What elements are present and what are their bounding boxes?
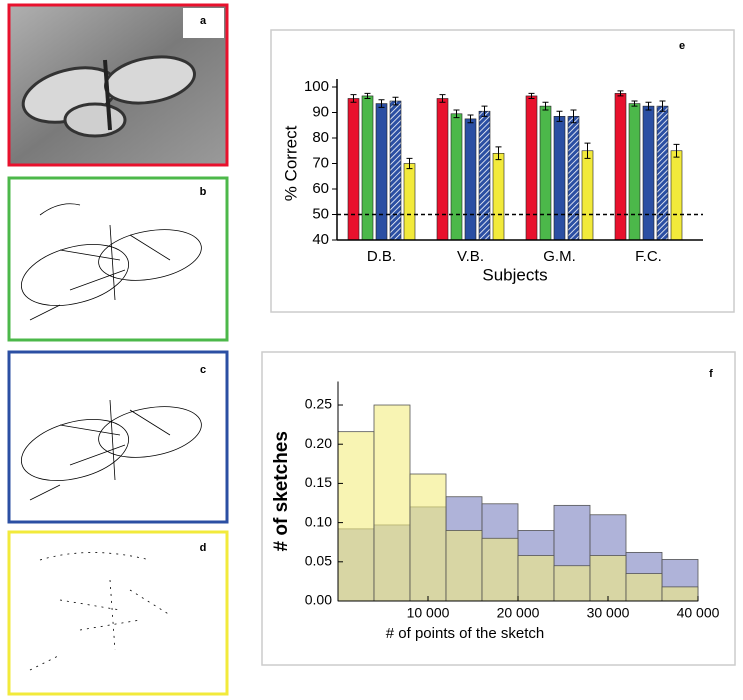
y-tick-label: 40 — [312, 231, 329, 248]
x-tick-label: V.B. — [457, 248, 484, 265]
bar — [492, 153, 505, 241]
panel-label: e — [679, 40, 685, 52]
y-tick-label: 90 — [312, 103, 329, 120]
bar — [628, 103, 641, 241]
bar — [403, 163, 416, 241]
panel-d: d — [7, 530, 229, 696]
histogram-bar — [625, 573, 663, 602]
x-axis-title: Subjects — [482, 265, 547, 284]
panel-b: b — [7, 176, 229, 342]
y-tick-label: 0.10 — [305, 513, 332, 529]
error-bar — [467, 114, 474, 124]
y-axis-title: # of sketches — [271, 431, 292, 551]
panel-label: f — [709, 368, 713, 380]
x-tick-label: 40 000 — [677, 605, 720, 621]
y-axis-title: % Correct — [281, 125, 300, 201]
y-tick-label: 100 — [304, 78, 329, 95]
histogram-bar — [481, 537, 519, 602]
panel-label: b — [200, 186, 207, 198]
error-bar — [392, 96, 399, 106]
error-bar — [350, 94, 357, 103]
bar — [361, 95, 374, 241]
x-tick-label: 10 000 — [407, 605, 450, 621]
histogram-bar — [553, 565, 591, 602]
error-bar — [673, 143, 680, 158]
bar — [553, 116, 566, 241]
error-bar — [364, 92, 371, 99]
x-tick-label: G.M. — [543, 248, 576, 265]
panel-frame — [261, 351, 736, 666]
bar — [525, 95, 538, 241]
histogram-bar — [661, 586, 699, 602]
histogram-bar — [337, 431, 375, 602]
panel-label: c — [200, 364, 206, 376]
x-tick-label: F.C. — [635, 248, 662, 265]
panel-label: d — [200, 542, 207, 554]
bar — [581, 150, 594, 241]
error-bar — [542, 101, 549, 111]
bar — [642, 105, 655, 241]
error-bar — [617, 90, 624, 97]
error-bar — [378, 99, 385, 108]
y-tick-label: 50 — [312, 205, 329, 222]
x-tick-label: D.B. — [367, 248, 396, 265]
bar — [389, 100, 402, 241]
panel-label: a — [200, 15, 207, 27]
histogram-bar — [589, 555, 627, 602]
error-bar — [556, 110, 563, 122]
error-bar — [570, 109, 577, 124]
y-tick-label: 0.20 — [305, 435, 332, 451]
y-tick-label: 60 — [312, 180, 329, 197]
y-tick-label: 0.15 — [305, 474, 332, 490]
y-tick-label: 0.25 — [305, 396, 332, 412]
error-bar — [631, 100, 638, 107]
histogram-bar — [517, 555, 555, 602]
histogram-bar — [445, 530, 483, 602]
error-bar — [406, 157, 413, 170]
error-bar — [528, 92, 535, 99]
bar — [670, 150, 683, 241]
panel-frame — [270, 29, 735, 313]
bar — [450, 113, 463, 241]
error-bar — [439, 94, 446, 103]
error-bar — [645, 101, 652, 111]
bar — [539, 105, 552, 241]
histogram-bar — [373, 404, 411, 602]
panel-c: c — [7, 350, 229, 524]
y-tick-label: 70 — [312, 154, 329, 171]
error-bar — [659, 100, 666, 112]
y-tick-label: 0.00 — [305, 592, 332, 608]
x-tick-label: 30 000 — [587, 605, 630, 621]
bar — [375, 103, 388, 241]
error-bar — [495, 146, 502, 161]
x-axis-title: # of points of the sketch — [386, 625, 544, 642]
bar — [347, 98, 360, 241]
panel-a: a — [7, 3, 229, 167]
bar — [614, 93, 627, 241]
bar — [656, 105, 669, 241]
bar — [436, 98, 449, 241]
bar — [478, 110, 491, 241]
bar — [567, 116, 580, 241]
histogram-bar — [409, 473, 447, 602]
x-tick-label: 20 000 — [497, 605, 540, 621]
y-tick-label: 80 — [312, 129, 329, 146]
bar — [464, 118, 477, 241]
error-bar — [584, 142, 591, 159]
y-tick-label: 0.05 — [305, 553, 332, 569]
error-bar — [481, 105, 488, 117]
error-bar — [453, 109, 460, 119]
